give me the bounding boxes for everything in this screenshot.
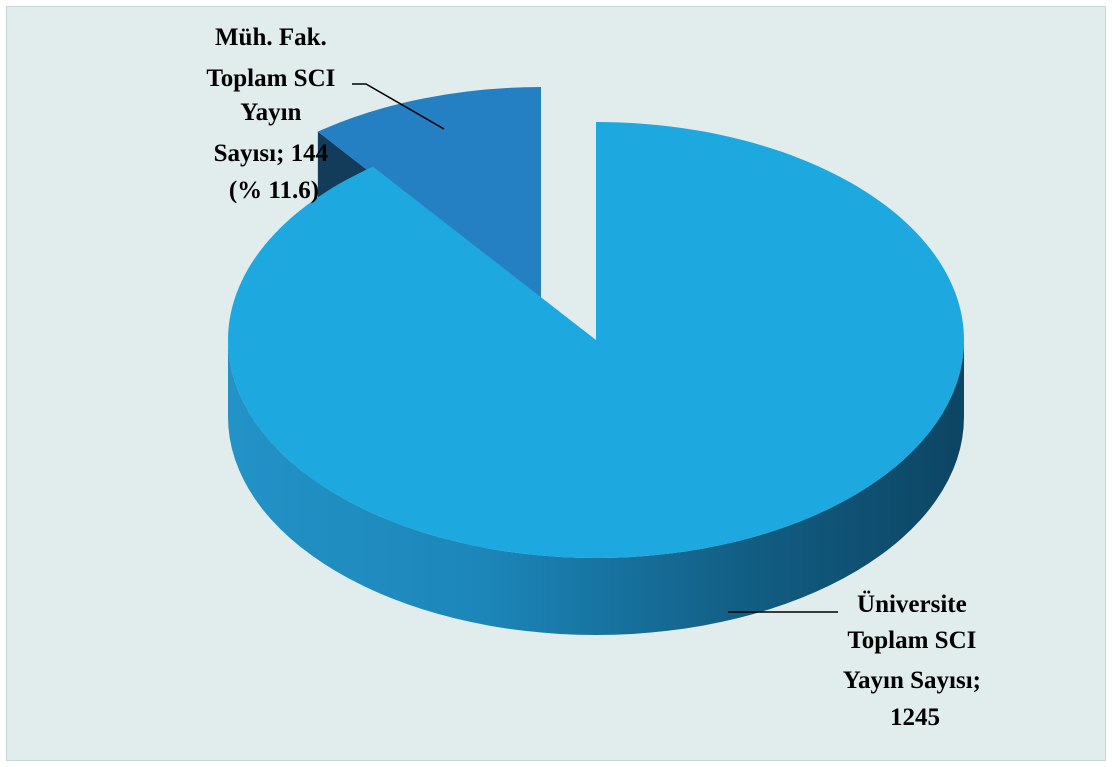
data-label-universite-line-3: Yayın Sayısı;: [843, 667, 981, 694]
data-label-muh-fak: Müh. Fak. Toplam SCI Yayın Sayısı; 144 (…: [206, 24, 341, 204]
slice-universite-side: [228, 340, 964, 635]
data-label-universite-line-2: Toplam SCI: [847, 627, 976, 654]
data-label-muh-fak-line-3: Yayın: [240, 99, 301, 126]
slice-universite-top: [228, 121, 965, 558]
data-label-universite-line-1: Üniversite: [857, 591, 967, 618]
data-label-muh-fak-line-5: (% 11.6): [229, 177, 319, 204]
data-label-universite: Üniversite Toplam SCI Yayın Sayısı; 1245: [843, 591, 987, 731]
leader-line-muh-fak: [352, 83, 445, 130]
slice-universite: [228, 121, 965, 635]
data-label-universite-line-4: 1245: [890, 704, 940, 731]
slice-muh-fak-top: [317, 87, 541, 305]
data-label-muh-fak-line-4: Sayısı; 144: [214, 140, 329, 167]
data-label-muh-fak-line-2: Toplam SCI: [206, 65, 335, 92]
data-label-muh-fak-line-1: Müh. Fak.: [215, 24, 327, 51]
